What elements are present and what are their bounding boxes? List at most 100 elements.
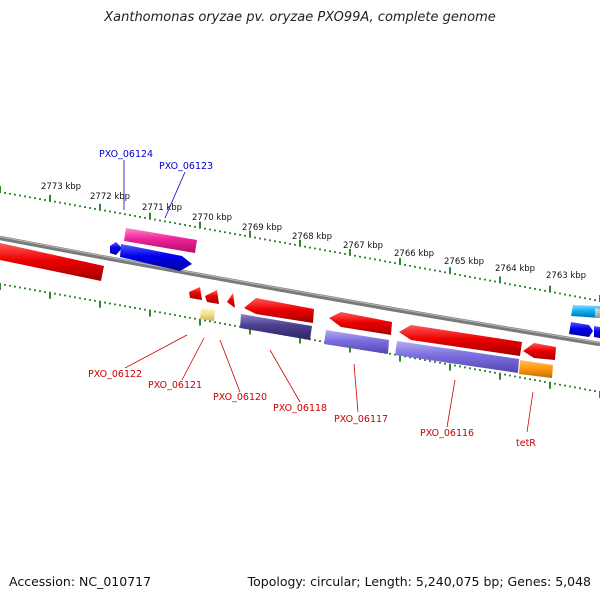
- label-pxo-06116[interactable]: PXO_06116: [420, 428, 474, 439]
- minor-tick: [4, 284, 6, 286]
- minor-tick: [504, 373, 506, 376]
- minor-tick: [519, 285, 521, 287]
- minor-tick: [229, 324, 231, 326]
- ruler-label: 2770 kbp: [192, 213, 232, 223]
- minor-tick: [79, 297, 81, 300]
- ruler-label: 2771 kbp: [142, 203, 182, 213]
- minor-tick: [434, 361, 436, 363]
- minor-tick: [154, 218, 156, 221]
- minor-tick: [489, 371, 491, 373]
- minor-tick: [109, 210, 111, 213]
- gene-red-mid1[interactable]: [244, 298, 314, 323]
- label-pxo-06123[interactable]: PXO_06123: [159, 161, 213, 172]
- gene-pxo-06116[interactable]: [395, 341, 519, 373]
- minor-tick: [174, 314, 176, 316]
- gene-pxo-06124[interactable]: [110, 242, 122, 255]
- gene-pxo-06118[interactable]: [240, 314, 312, 340]
- major-tick: [49, 194, 51, 202]
- minor-tick: [594, 390, 596, 392]
- minor-tick: [589, 389, 591, 392]
- gene-pink[interactable]: [124, 228, 197, 253]
- gene-red-right[interactable]: [523, 343, 556, 360]
- minor-tick: [469, 367, 471, 370]
- minor-tick: [244, 234, 246, 237]
- minor-tick: [429, 360, 431, 362]
- minor-tick: [569, 385, 571, 388]
- gene-pxo-06117[interactable]: [324, 330, 389, 354]
- minor-tick: [139, 307, 141, 310]
- minor-tick: [309, 246, 311, 249]
- leader-pxo-06121: [181, 337, 205, 381]
- minor-tick: [574, 386, 576, 389]
- gene-red-left[interactable]: [0, 243, 104, 281]
- minor-tick: [524, 377, 526, 380]
- minor-tick: [159, 311, 161, 314]
- minor-tick: [459, 365, 461, 368]
- minor-tick: [529, 378, 531, 381]
- minor-tick: [89, 207, 91, 209]
- minor-tick: [504, 282, 506, 285]
- minor-tick: [544, 289, 546, 292]
- gene-tetR[interactable]: [519, 360, 553, 378]
- gene-blue-edge[interactable]: [594, 326, 600, 338]
- minor-tick: [39, 198, 41, 200]
- minor-tick: [59, 293, 61, 296]
- leader-pxo-06116: [446, 379, 456, 428]
- minor-tick: [404, 355, 406, 358]
- minor-tick: [564, 293, 566, 296]
- minor-tick: [539, 380, 541, 382]
- minor-tick: [484, 370, 486, 372]
- minor-tick: [464, 366, 466, 369]
- minor-tick: [94, 299, 96, 302]
- label-pxo-06122[interactable]: PXO_06122: [88, 369, 142, 380]
- minor-tick: [154, 310, 156, 313]
- minor-tick: [559, 383, 561, 386]
- leader-tetR: [526, 391, 534, 433]
- label-pxo-06118[interactable]: PXO_06118: [273, 403, 327, 414]
- minor-tick: [84, 206, 86, 208]
- minor-tick: [474, 276, 476, 279]
- minor-tick: [579, 296, 581, 299]
- minor-tick: [564, 384, 566, 387]
- gene-cyan[interactable]: [571, 305, 600, 318]
- minor-tick: [224, 231, 226, 234]
- minor-tick: [214, 321, 216, 324]
- minor-tick: [584, 297, 586, 300]
- gene-pxo-06121-red[interactable]: [205, 290, 219, 304]
- ruler-label: 2769 kbp: [242, 223, 282, 233]
- major-tick: [99, 300, 101, 308]
- minor-tick: [509, 283, 511, 286]
- minor-tick: [379, 259, 381, 262]
- major-tick: [449, 267, 451, 275]
- major-tick: [549, 381, 551, 389]
- minor-tick: [279, 241, 281, 243]
- minor-tick: [284, 242, 286, 244]
- minor-tick: [329, 250, 331, 253]
- minor-tick: [489, 279, 491, 282]
- gene-pxo-06120[interactable]: [227, 293, 235, 308]
- gene-pxo-06121[interactable]: [200, 308, 215, 321]
- gene-pxo-06123[interactable]: [120, 244, 192, 271]
- gene-red-long[interactable]: [399, 325, 522, 356]
- minor-tick: [314, 339, 316, 342]
- minor-tick: [204, 227, 206, 230]
- ruler-label: 2763 kbp: [546, 271, 586, 281]
- label-pxo-06120[interactable]: PXO_06120: [213, 392, 267, 403]
- minor-tick: [234, 324, 236, 327]
- accession-text: Accession: NC_010717: [9, 574, 152, 589]
- label-pxo-06124[interactable]: PXO_06124: [99, 149, 153, 160]
- minor-tick: [514, 284, 516, 287]
- gene-pxo-06122[interactable]: [189, 287, 202, 300]
- ruler-label: 2773 kbp: [41, 182, 81, 192]
- label-pxo-06117[interactable]: PXO_06117: [334, 414, 388, 425]
- label-tetR[interactable]: tetR: [516, 438, 536, 449]
- minor-tick: [319, 248, 321, 251]
- gene-red-mid2[interactable]: [329, 312, 392, 335]
- gene-blue-right[interactable]: [569, 322, 593, 337]
- minor-tick: [129, 306, 131, 308]
- major-tick: [49, 291, 51, 299]
- label-pxo-06121[interactable]: PXO_06121: [148, 380, 202, 391]
- gene-grey-edge[interactable]: [595, 308, 600, 318]
- minor-tick: [369, 257, 371, 260]
- minor-tick: [469, 276, 471, 278]
